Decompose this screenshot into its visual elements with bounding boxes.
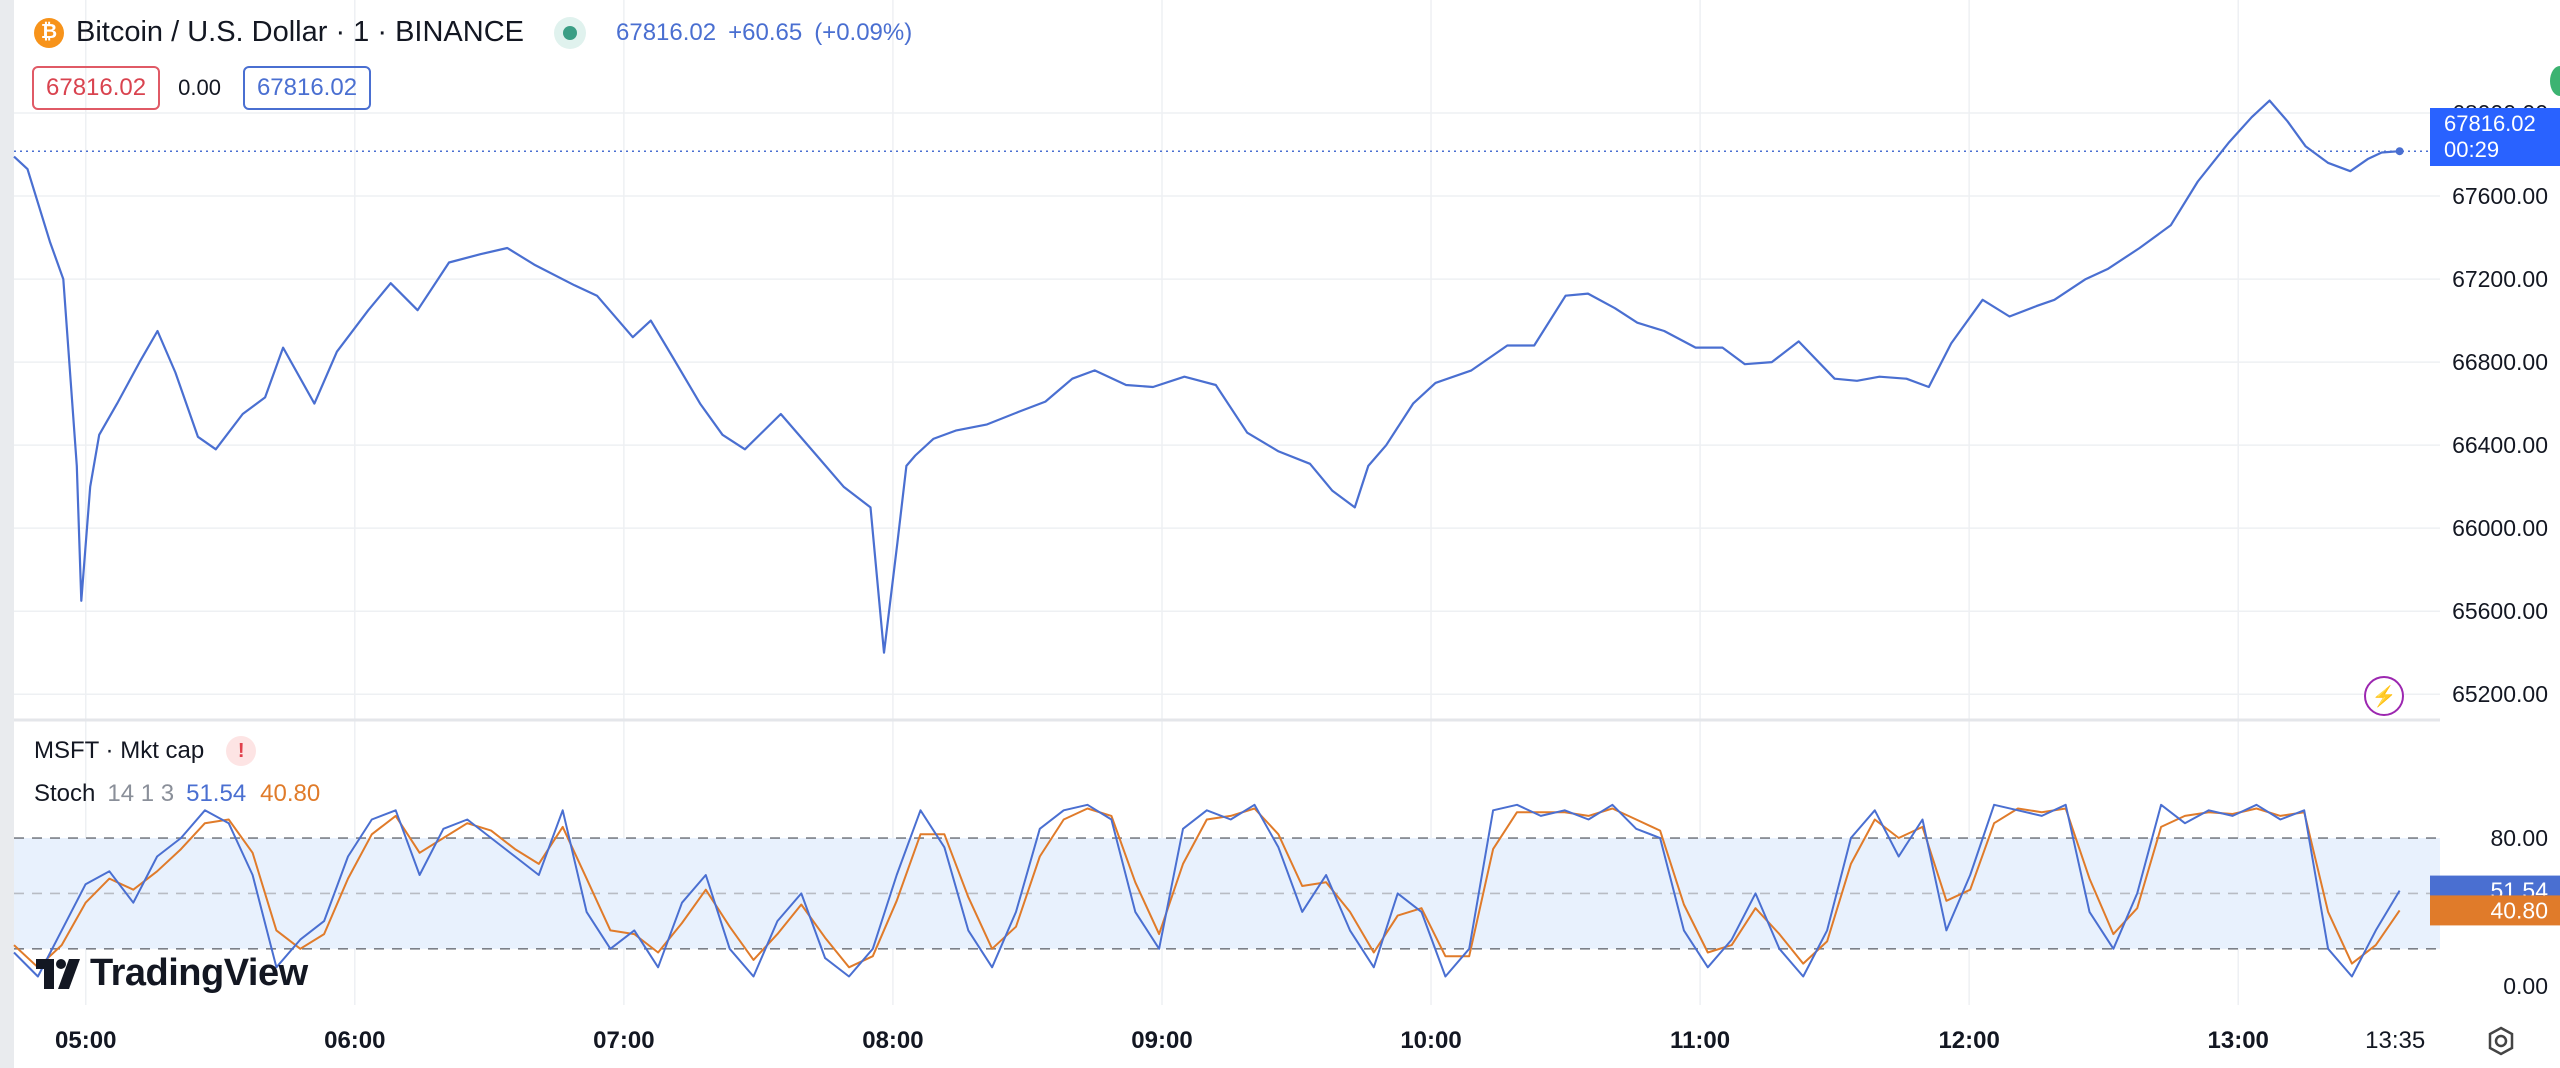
mktcap-legend: MSFT · Mkt cap ! [34, 736, 257, 766]
x-tick-label: 07:00 [593, 1027, 654, 1054]
x-tick-label: 12:00 [1938, 1027, 1999, 1054]
last-price: 67816.02 [616, 18, 717, 46]
stoch-d-tag-text: 40.80 [2490, 897, 2548, 923]
y-tick-label: 66400.00 [2452, 432, 2548, 458]
tradingview-logo[interactable]: TradingView [36, 952, 308, 995]
stoch-band [14, 837, 2440, 950]
stoch-name[interactable]: Stoch [34, 780, 96, 807]
price-tag-countdown: 00:29 [2444, 137, 2500, 162]
x-tick-label: 13:00 [2208, 1027, 2269, 1054]
spread-value: 0.00 [178, 75, 221, 100]
lightning-icon[interactable]: ⚡ [2364, 676, 2404, 716]
stoch-k-value: 51.54 [186, 780, 247, 807]
price-tag-value: 67816.02 [2444, 111, 2536, 136]
price-change: +60.65 [728, 18, 803, 46]
y-tick-label: 65600.00 [2452, 598, 2548, 624]
stoch-y-tick-label: 0.00 [2503, 973, 2548, 999]
last-price-tag: 67816.02 00:29 [2430, 108, 2560, 166]
x-tick-label: 09:00 [1131, 1027, 1192, 1054]
stoch-y-tick-label: 80.00 [2490, 825, 2548, 851]
y-tick-label: 65200.00 [2452, 681, 2548, 707]
mktcap-label[interactable]: MSFT · Mkt cap [34, 737, 205, 764]
x-tick-label: 13:35 [2365, 1027, 2425, 1054]
live-dot [563, 25, 577, 40]
price-line [13, 99, 2400, 654]
sell-price-box[interactable]: 67816.02 [32, 66, 161, 110]
y-tick-label: 67600.00 [2452, 183, 2548, 209]
x-tick-label: 11:00 [1670, 1027, 1730, 1054]
axes: 05:00 06:00 07:00 08:00 09:00 10:00 11:00 12:00… [55, 100, 2560, 1054]
stoch-d-line [13, 807, 2401, 969]
warning-icon[interactable]: ! [226, 736, 257, 766]
stoch-params: 14 1 3 [107, 780, 175, 807]
left-edge-bar [0, 0, 14, 1068]
stoch-series[interactable] [13, 803, 2401, 978]
quote-values: 67816.02 +60.65 (+0.09%) [616, 19, 924, 47]
symbol-legend: ₿ Bitcoin / U.S. Dollar · 1 · BINANCE 67… [34, 16, 924, 49]
bitcoin-icon: ₿ [34, 17, 64, 48]
last-price-dot [2395, 147, 2404, 156]
y-tick-label: 67200.00 [2452, 266, 2548, 292]
grid [14, 0, 2440, 1005]
stoch-k-line [13, 803, 2401, 978]
settings-icon[interactable] [2486, 1026, 2516, 1056]
price-change-pct: (+0.09%) [814, 18, 913, 46]
logo-text: TradingView [90, 952, 308, 994]
x-tick-label: 05:00 [55, 1027, 116, 1054]
x-tick-label: 06:00 [324, 1027, 385, 1054]
x-tick-label: 08:00 [862, 1027, 923, 1054]
buy-price-box[interactable]: 67816.02 [242, 66, 372, 110]
stoch-d-tag-bg [2430, 895, 2560, 926]
edge-indicator [2550, 66, 2560, 96]
y-tick-label: 66000.00 [2452, 515, 2548, 541]
x-tick-label: 10:00 [1400, 1027, 1461, 1054]
stoch-d-value: 40.80 [260, 780, 321, 807]
price-series[interactable] [13, 99, 2404, 654]
bid-ask-row: 67816.02 0.00 67816.02 [32, 66, 389, 110]
y-tick-label: 66800.00 [2452, 349, 2548, 375]
symbol-title[interactable]: Bitcoin / U.S. Dollar · 1 · BINANCE [76, 16, 524, 48]
tv-logo-icon [36, 958, 80, 989]
stoch-legend: Stoch 14 1 3 51.54 40.80 [34, 780, 320, 808]
market-status-icon[interactable] [554, 16, 586, 49]
